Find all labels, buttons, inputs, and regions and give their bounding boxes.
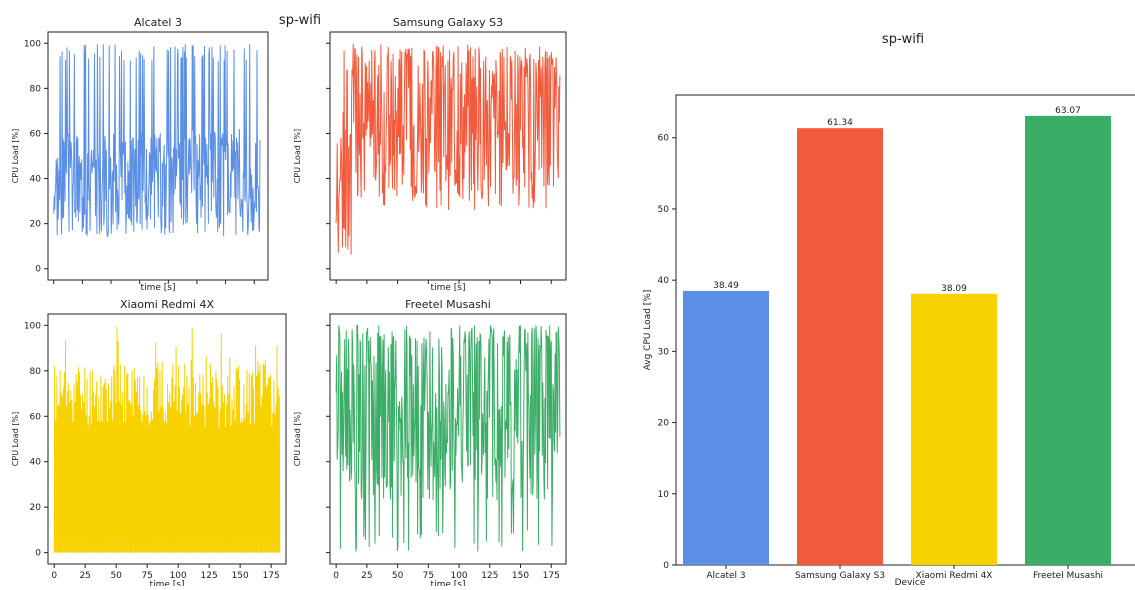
series-line [335,324,561,552]
y-tick-label: 100 [24,39,41,49]
bar-category-label: Samsung Galaxy S3 [795,571,885,581]
y-axis-label: CPU Load [%] [11,129,20,183]
y-tick-label: 20 [30,503,42,513]
x-tick-label: 175 [263,571,280,581]
x-tick-label: 125 [481,571,498,581]
bar [911,293,997,565]
subplot-title: Freetel Musashi [405,298,491,311]
y-tick-label: 60 [30,412,42,422]
bar-y-tick-label: 0 [663,561,669,571]
x-tick-label: 125 [201,571,218,581]
bar-y-axis-label: Avg CPU Load [%] [643,290,653,371]
bar-category-label: Freetel Musashi [1033,571,1103,581]
y-tick-label: 20 [30,220,42,230]
y-tick-label: 100 [24,321,41,331]
x-tick-label: 100 [170,571,187,581]
bar-category-label: Xiaomi Redmi 4X [916,571,993,581]
x-tick-label: 100 [450,571,467,581]
x-tick-label: 150 [512,571,529,581]
x-tick-label: 50 [392,571,404,581]
subplot-frame [47,313,287,565]
bar-y-tick-label: 20 [658,419,670,429]
x-tick-label: 0 [333,571,339,581]
bar-value-label: 38.49 [713,281,739,291]
subplot-frame [329,313,567,565]
subplot-title: Samsung Galaxy S3 [393,16,503,29]
bar-chart-title: sp-wifi [882,32,924,47]
subplot-title: Alcatel 3 [134,16,182,29]
x-tick-label: 50 [110,571,122,581]
y-axis-label: CPU Load [%] [293,412,302,466]
bar-y-tick-label: 30 [658,347,670,357]
x-tick-label: 0 [51,571,57,581]
y-tick-label: 80 [30,367,42,377]
bar-value-label: 63.07 [1055,106,1081,116]
y-tick-label: 40 [30,175,42,185]
x-tick-label: 175 [543,571,560,581]
series-line [335,43,561,255]
x-tick-label: 25 [361,571,372,581]
y-tick-label: 80 [30,84,42,94]
bar-value-label: 61.34 [827,118,853,128]
series-line [53,44,261,238]
y-tick-label: 40 [30,458,42,468]
x-axis-label: time [s] [141,283,176,293]
subplot-frame [47,31,269,281]
x-axis-label: time [s] [431,580,466,586]
bar [683,290,769,565]
bar [1025,115,1111,566]
subplot-title: Xiaomi Redmi 4X [120,298,214,311]
bar-y-tick-label: 10 [658,490,670,500]
left-figure-title: sp-wifi [279,13,321,28]
subplot-frame [329,31,567,281]
bar-y-tick-label: 60 [658,134,670,144]
bar-plot-frame [675,94,1135,566]
bar-category-label: Alcatel 3 [706,571,745,581]
series-line [53,326,281,553]
x-tick-label: 75 [141,571,152,581]
bar [797,128,883,565]
bar-x-axis-label: Device [895,578,926,586]
x-tick-label: 25 [79,571,90,581]
x-axis-label: time [s] [431,283,466,293]
y-axis-label: CPU Load [%] [11,412,20,466]
y-tick-label: 60 [30,129,42,139]
y-axis-label: CPU Load [%] [293,129,302,183]
y-tick-label: 0 [35,265,41,275]
x-tick-label: 75 [423,571,434,581]
bar-y-tick-label: 40 [658,276,670,286]
bar-y-tick-label: 50 [658,205,670,215]
bar-value-label: 38.09 [941,284,967,294]
x-tick-label: 150 [232,571,249,581]
x-axis-label: time [s] [150,580,185,586]
y-tick-label: 0 [35,549,41,559]
